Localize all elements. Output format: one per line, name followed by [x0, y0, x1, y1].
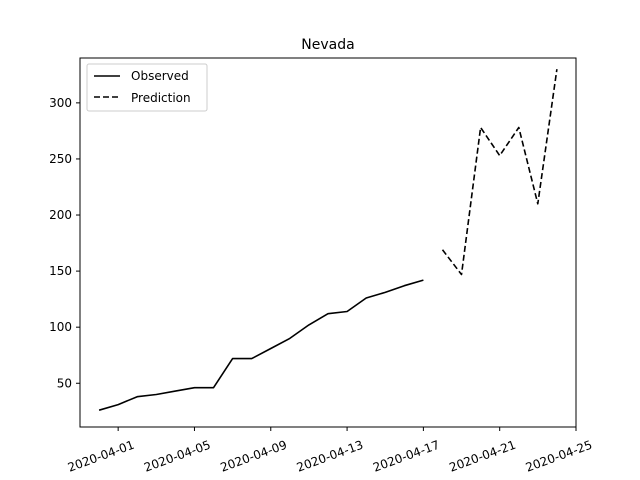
y-tick-label: 300: [49, 96, 72, 110]
y-tick-label: 250: [49, 152, 72, 166]
plot-area-frame: [79, 57, 577, 428]
y-tick-label: 150: [49, 264, 72, 278]
y-tick-label: 100: [49, 320, 72, 334]
x-tick-label: 2020-04-01: [66, 438, 136, 475]
x-tick-label: 2020-04-17: [371, 438, 441, 475]
series-line-prediction: [441, 69, 558, 276]
x-tick-label: 2020-04-25: [524, 438, 594, 475]
x-tick-label: 2020-04-05: [142, 438, 212, 475]
series-layer: [98, 69, 558, 411]
legend-label-prediction: Prediction: [131, 91, 191, 105]
x-tick-label: 2020-04-13: [295, 438, 365, 475]
chart-title: Nevada: [301, 37, 354, 53]
y-tick-label: 50: [57, 376, 72, 390]
x-axis: 2020-04-01 2020-04-05 2020-04-09 2020-04-13…: [66, 427, 594, 475]
legend: Observed Prediction: [86, 63, 208, 112]
y-axis: 50 100 150 200 250 300: [49, 96, 80, 390]
x-tick-label: 2020-04-21: [447, 438, 517, 475]
series-line-observed: [98, 279, 424, 411]
legend-label-observed: Observed: [131, 69, 189, 83]
y-tick-label: 200: [49, 208, 72, 222]
x-tick-label: 2020-04-09: [218, 438, 288, 475]
